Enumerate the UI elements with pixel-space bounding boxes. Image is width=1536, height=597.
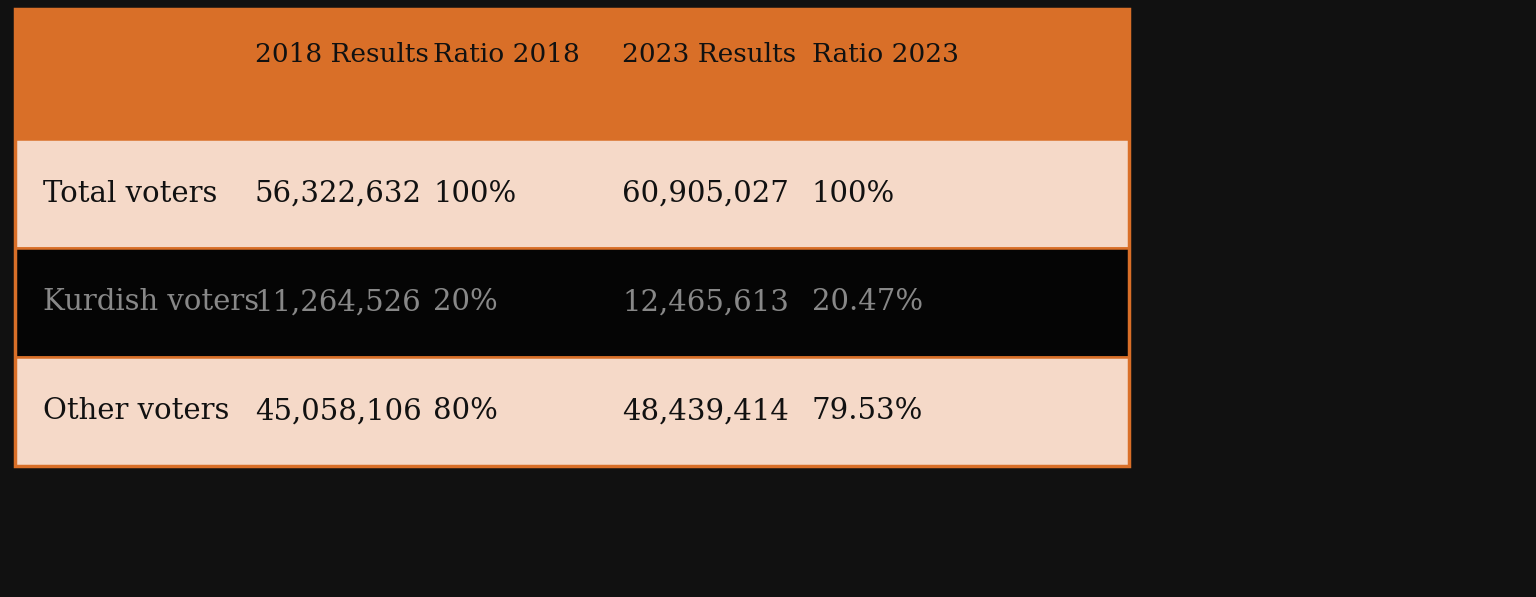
Text: 100%: 100% (811, 180, 895, 208)
Text: 79.53%: 79.53% (811, 397, 923, 425)
Text: Ratio 2018: Ratio 2018 (433, 42, 579, 67)
Text: Ratio 2023: Ratio 2023 (811, 42, 958, 67)
FancyBboxPatch shape (15, 248, 1129, 357)
Text: 100%: 100% (433, 180, 516, 208)
FancyBboxPatch shape (15, 139, 1129, 248)
Text: 20%: 20% (433, 288, 498, 316)
Text: Total voters: Total voters (43, 180, 218, 208)
Text: 11,264,526: 11,264,526 (255, 288, 421, 316)
Text: 48,439,414: 48,439,414 (622, 397, 790, 425)
Text: 45,058,106: 45,058,106 (255, 397, 421, 425)
Text: 2018 Results: 2018 Results (255, 42, 429, 67)
FancyBboxPatch shape (15, 9, 1129, 139)
Text: 80%: 80% (433, 397, 498, 425)
FancyBboxPatch shape (15, 357, 1129, 466)
Text: Other voters: Other voters (43, 397, 229, 425)
Text: 56,322,632: 56,322,632 (255, 180, 422, 208)
Text: 60,905,027: 60,905,027 (622, 180, 790, 208)
Text: 12,465,613: 12,465,613 (622, 288, 790, 316)
Text: 20.47%: 20.47% (811, 288, 923, 316)
Text: Kurdish voters: Kurdish voters (43, 288, 260, 316)
Text: 2023 Results: 2023 Results (622, 42, 796, 67)
